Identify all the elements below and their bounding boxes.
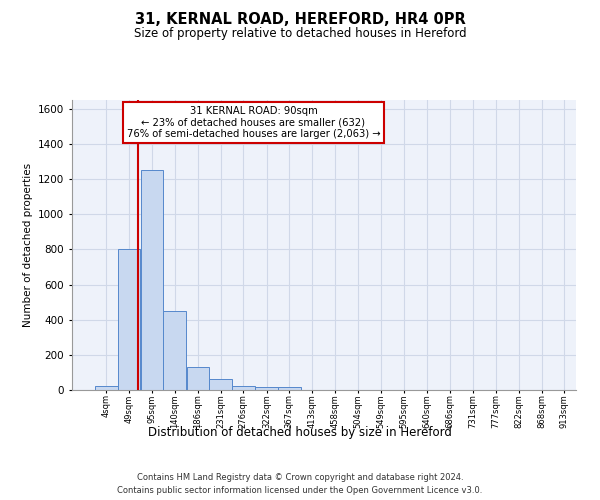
Text: Distribution of detached houses by size in Hereford: Distribution of detached houses by size …	[148, 426, 452, 439]
Bar	[163, 311, 186, 390]
Text: 31, KERNAL ROAD, HEREFORD, HR4 0PR: 31, KERNAL ROAD, HEREFORD, HR4 0PR	[134, 12, 466, 28]
Text: Size of property relative to detached houses in Hereford: Size of property relative to detached ho…	[134, 28, 466, 40]
Bar	[255, 388, 278, 390]
Bar	[209, 378, 232, 390]
Text: Contains HM Land Registry data © Crown copyright and database right 2024.
Contai: Contains HM Land Registry data © Crown c…	[118, 474, 482, 495]
Bar	[278, 388, 301, 390]
Bar	[232, 386, 254, 390]
Bar	[95, 386, 118, 390]
Bar	[141, 170, 163, 390]
Text: 31 KERNAL ROAD: 90sqm
← 23% of detached houses are smaller (632)
76% of semi-det: 31 KERNAL ROAD: 90sqm ← 23% of detached …	[127, 106, 380, 139]
Bar	[118, 250, 140, 390]
Y-axis label: Number of detached properties: Number of detached properties	[23, 163, 32, 327]
Bar	[187, 367, 209, 390]
